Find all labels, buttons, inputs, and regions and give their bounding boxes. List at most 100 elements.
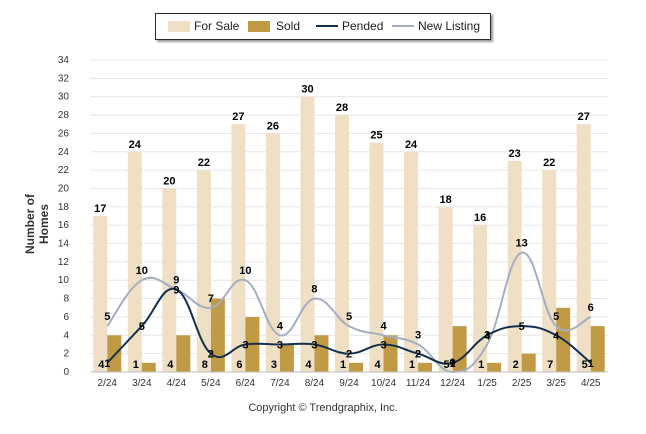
label-new-listing: 6 xyxy=(588,302,594,314)
label-sold: 1 xyxy=(478,359,484,371)
bar-for-sale xyxy=(162,188,177,372)
label-new-listing: 0 xyxy=(450,357,456,369)
label-pended: 9 xyxy=(173,284,179,296)
line-pended xyxy=(106,287,592,365)
x-tick-label: 11/24 xyxy=(406,378,431,389)
label-pended: 1 xyxy=(588,358,594,370)
label-sold: 2 xyxy=(513,359,519,371)
bar-for-sale xyxy=(93,216,108,372)
label-sold: 1 xyxy=(409,359,415,371)
legend-for-sale: For Sale xyxy=(194,19,240,33)
bar-for-sale xyxy=(576,124,591,372)
y-tick-label: 10 xyxy=(58,275,70,286)
label-sold: 1 xyxy=(133,359,139,371)
y-tick-label: 22 xyxy=(58,165,70,176)
bar-for-sale xyxy=(196,170,211,372)
label-pended: 3 xyxy=(311,339,317,351)
label-pended: 2 xyxy=(346,349,352,361)
label-pended: 4 xyxy=(553,330,560,342)
label-new-listing: 9 xyxy=(173,274,179,286)
x-tick-label: 4/25 xyxy=(581,378,601,389)
label-for-sale: 16 xyxy=(474,212,486,224)
legend-pended: Pended xyxy=(342,19,384,33)
label-pended: 5 xyxy=(519,321,525,333)
line-new-listing xyxy=(106,251,592,374)
label-pended: 1 xyxy=(450,358,456,370)
label-pended: 2 xyxy=(208,349,214,361)
bar-sold xyxy=(590,326,605,372)
bar-sold xyxy=(487,362,502,372)
label-new-listing: 7 xyxy=(208,293,214,305)
y-tick-label: 28 xyxy=(58,110,70,121)
new-listing-swatch xyxy=(392,25,414,27)
bar-sold xyxy=(141,362,156,372)
bar-for-sale xyxy=(473,225,488,372)
bar-sold xyxy=(176,335,191,372)
x-tick-label: 1/25 xyxy=(477,378,497,389)
label-sold: 4 xyxy=(167,359,174,371)
x-tick-label: 3/25 xyxy=(546,378,566,389)
y-tick-label: 30 xyxy=(58,92,70,103)
x-tick-label: 8/24 xyxy=(305,378,325,389)
y-tick-label: 32 xyxy=(58,73,70,84)
y-tick-label: 4 xyxy=(63,330,69,341)
label-sold: 5 xyxy=(582,359,588,371)
sold-swatch xyxy=(248,21,270,32)
label-sold: 4 xyxy=(374,359,381,371)
pended-swatch xyxy=(316,25,338,27)
label-for-sale: 25 xyxy=(370,130,382,142)
copyright: Copyright © Trendgraphix, Inc. xyxy=(248,402,398,414)
label-sold: 6 xyxy=(236,359,242,371)
y-tick-label: 18 xyxy=(58,202,70,213)
y-tick-label: 12 xyxy=(58,257,70,268)
label-new-listing: 4 xyxy=(277,320,284,332)
label-pended: 3 xyxy=(277,339,283,351)
label-for-sale: 26 xyxy=(267,120,279,132)
label-for-sale: 17 xyxy=(94,203,106,215)
y-tick-label: 2 xyxy=(63,349,69,360)
label-pended: 4 xyxy=(484,330,491,342)
x-tick-label: 2/25 xyxy=(512,378,532,389)
y-tick-label: 14 xyxy=(58,239,70,250)
label-for-sale: 18 xyxy=(439,194,451,206)
label-for-sale: 20 xyxy=(163,175,175,187)
for-sale-swatch xyxy=(168,21,190,32)
label-new-listing: 10 xyxy=(136,265,148,277)
bar-sold xyxy=(418,362,433,372)
y-tick-label: 24 xyxy=(58,147,70,158)
x-tick-label: 7/24 xyxy=(270,378,290,389)
y-tick-label: 20 xyxy=(58,183,70,194)
bar-for-sale xyxy=(127,151,142,372)
label-sold: 4 xyxy=(305,359,312,371)
x-tick-label: 4/24 xyxy=(167,378,187,389)
x-tick-label: 2/24 xyxy=(98,378,118,389)
bar-for-sale xyxy=(404,151,419,372)
bars xyxy=(93,96,605,373)
bar-sold xyxy=(349,362,363,372)
label-for-sale: 27 xyxy=(578,111,590,123)
label-pended: 3 xyxy=(380,339,386,351)
legend-new-listing: New Listing xyxy=(418,19,481,33)
label-sold: 7 xyxy=(547,359,553,371)
x-tick-label: 9/24 xyxy=(339,378,359,389)
label-for-sale: 28 xyxy=(336,102,348,114)
label-for-sale: 27 xyxy=(232,111,244,123)
label-sold: 8 xyxy=(202,359,208,371)
label-new-listing: 8 xyxy=(311,284,317,296)
y-axis-label: Number of Homes xyxy=(23,194,51,254)
bar-for-sale xyxy=(265,133,280,372)
bar-for-sale xyxy=(438,206,453,372)
bar-sold xyxy=(521,353,536,372)
label-new-listing: 5 xyxy=(553,311,559,323)
label-for-sale: 23 xyxy=(509,148,521,160)
label-sold: 5 xyxy=(444,359,450,371)
bar-for-sale xyxy=(300,96,315,373)
label-new-listing: 5 xyxy=(104,311,110,323)
label-pended: 1 xyxy=(104,358,110,370)
bar-sold xyxy=(107,335,122,372)
bar-sold xyxy=(210,298,225,372)
y-tick-label: 6 xyxy=(63,312,69,323)
series-lines xyxy=(106,251,592,374)
